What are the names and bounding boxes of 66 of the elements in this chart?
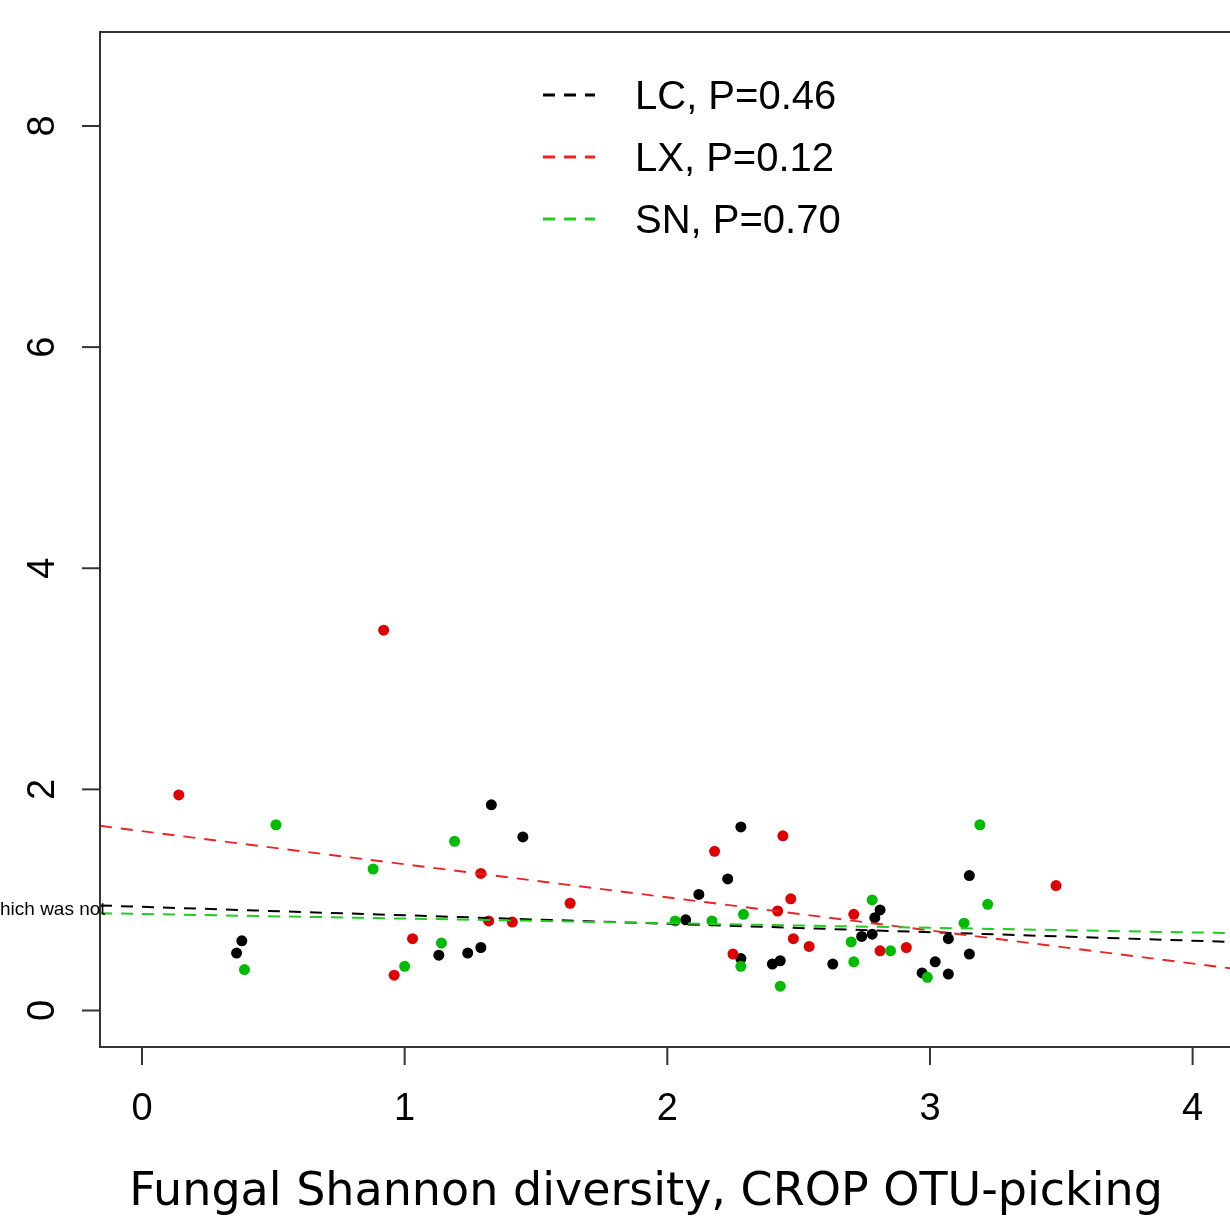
point (231, 947, 243, 959)
point (942, 933, 954, 945)
y-tick-label: 2 (20, 778, 62, 800)
point (517, 831, 529, 843)
point (874, 945, 886, 957)
point (680, 914, 692, 926)
point (727, 948, 739, 960)
point (407, 933, 419, 945)
point (774, 980, 786, 992)
point (827, 958, 839, 970)
legend-label: LX, P=0.12 (635, 135, 835, 179)
legend-label: LC, P=0.46 (635, 73, 837, 117)
point (942, 968, 954, 980)
y-tick-label: 4 (20, 557, 62, 579)
point (399, 960, 411, 972)
point (785, 893, 797, 905)
point (974, 819, 986, 831)
point (435, 937, 447, 949)
point (787, 933, 799, 945)
x-tick-label: 4 (1182, 1086, 1204, 1128)
point (367, 863, 379, 875)
point (564, 897, 576, 909)
point (485, 799, 497, 811)
point (270, 819, 282, 831)
point (885, 945, 897, 957)
y-tick-label: 6 (20, 336, 62, 358)
point (735, 821, 747, 833)
point (848, 908, 860, 920)
point (388, 969, 400, 981)
point (777, 830, 789, 842)
point (722, 873, 734, 885)
point (921, 971, 933, 983)
point (845, 936, 857, 948)
point (236, 935, 248, 947)
point (433, 949, 445, 961)
point (693, 888, 705, 900)
x-tick-label: 1 (394, 1086, 416, 1128)
legend-label: SN, P=0.70 (635, 197, 841, 241)
point (866, 894, 878, 906)
point (1050, 880, 1062, 892)
point (449, 835, 461, 847)
point (462, 947, 474, 959)
point (982, 898, 994, 910)
point (848, 956, 860, 968)
point (856, 930, 868, 942)
point (475, 941, 487, 953)
point (866, 928, 878, 940)
point (803, 940, 815, 952)
x-tick-label: 0 (131, 1086, 153, 1128)
point (874, 904, 886, 916)
point (900, 941, 912, 953)
point (735, 960, 747, 972)
y-tick-label: 8 (20, 115, 62, 137)
point (238, 964, 250, 976)
point (963, 870, 975, 882)
point (737, 908, 749, 920)
point (378, 624, 390, 636)
x-tick-label: 2 (656, 1086, 678, 1128)
point (963, 948, 975, 960)
point (774, 955, 786, 967)
x-tick-label: 3 (919, 1086, 941, 1128)
point (709, 845, 721, 857)
x-axis-title: Fungal Shannon diversity, CROP OTU-picking (129, 1162, 1163, 1216)
point (929, 956, 941, 968)
y-tick-label: 0 (20, 999, 62, 1022)
point (173, 789, 185, 801)
